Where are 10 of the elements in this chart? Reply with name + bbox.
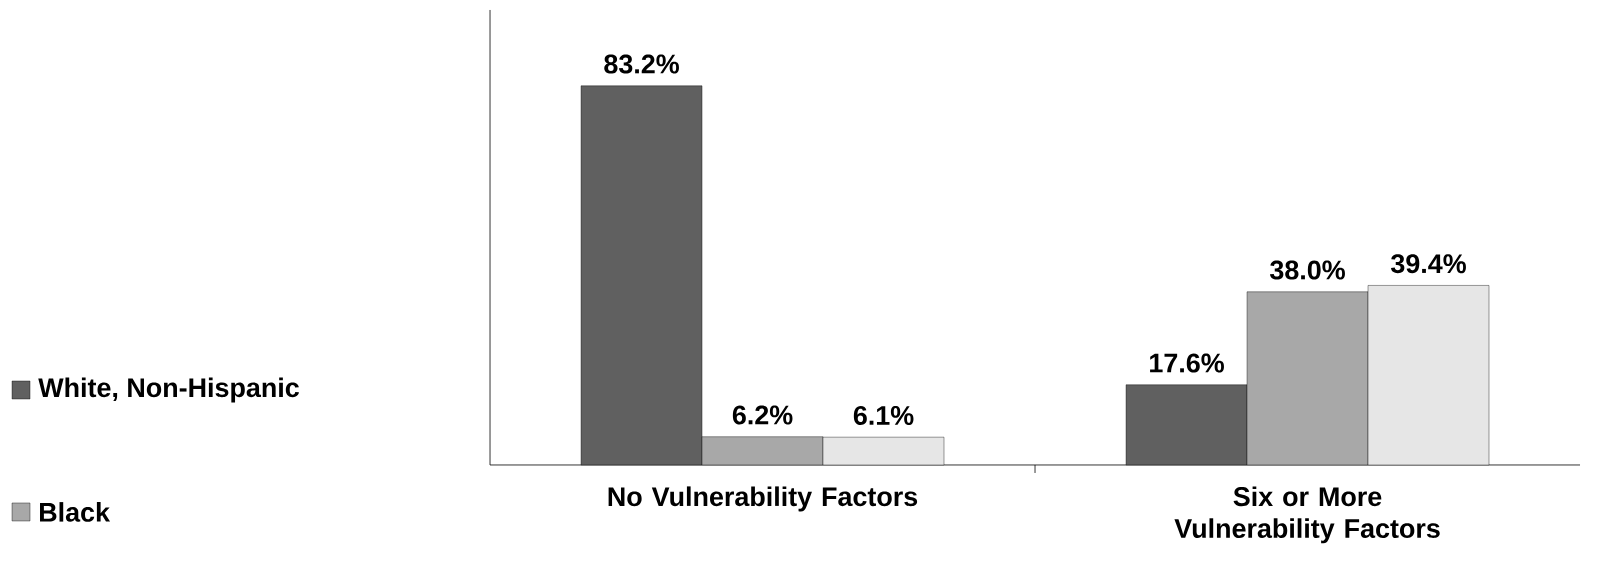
- data-label: 38.0%: [1270, 260, 1345, 280]
- data-label: 83.2%: [604, 54, 679, 74]
- legend-label: Black: [40, 502, 111, 522]
- data-label: 6.1%: [853, 405, 914, 425]
- x-tick-label: No Vulnerability Factors: [608, 486, 918, 512]
- legend-label: White, Non-Hispanic: [38, 377, 299, 403]
- data-label: 6.2%: [732, 405, 793, 425]
- x-tick-label: Six or More Vulnerability Factors: [1174, 486, 1440, 544]
- data-label: 39.4%: [1391, 254, 1466, 274]
- data-label: 17.6%: [1150, 353, 1224, 373]
